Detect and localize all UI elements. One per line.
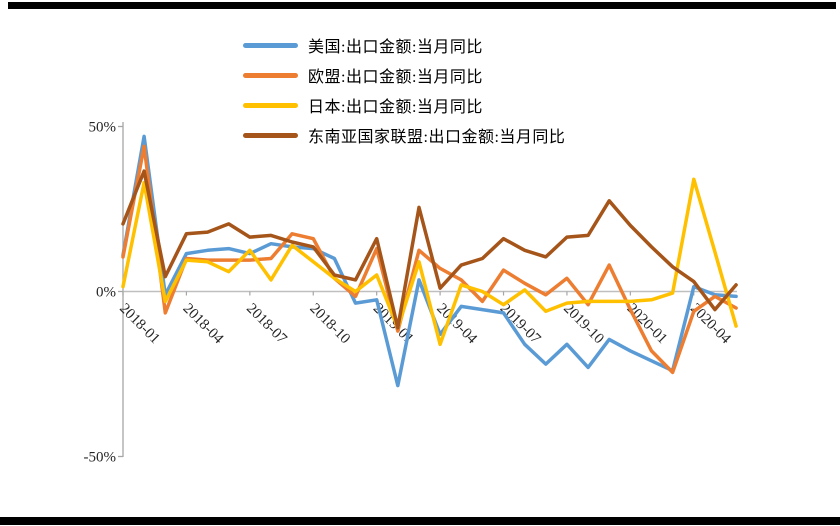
x-tick-label: 2020-04 [687,301,734,348]
legend-item-japan: 日本:出口金额:当月同比 [243,90,565,120]
legend-swatch-us [243,42,298,48]
legend-swatch-asean [243,132,298,138]
bottom-border-bar [0,517,840,525]
legend-label-us: 美国:出口金额:当月同比 [308,39,483,56]
legend-label-eu: 欧盟:出口金额:当月同比 [308,69,483,86]
legend-item-eu: 欧盟:出口金额:当月同比 [243,60,565,90]
series-line-eu [121,144,738,375]
series-line-japan [121,177,738,347]
legend-label-asean: 东南亚国家联盟:出口金额:当月同比 [308,129,566,146]
x-tick-label: 2018-04 [180,301,227,348]
y-tick-label: -50% [84,450,117,466]
legend-label-japan: 日本:出口金额:当月同比 [308,99,483,116]
x-tick-label: 2018-07 [243,301,290,348]
chart-legend: 美国:出口金额:当月同比 欧盟:出口金额:当月同比 日本:出口金额:当月同比东南亚国… [243,30,565,150]
top-border-bar [8,2,836,9]
x-tick-label: 2018-10 [306,301,353,348]
y-tick-label: 50% [89,120,117,136]
legend-swatch-japan [243,102,298,108]
legend-item-us: 美国:出口金额:当月同比 [243,30,565,60]
series-line-asean [121,169,738,330]
legend-item-asean: 东南亚国家联盟:出口金额:当月同比 [243,120,565,150]
legend-swatch-eu [243,72,298,78]
x-tick-label: 2019-10 [560,301,607,348]
y-tick-label: 0% [96,285,116,301]
